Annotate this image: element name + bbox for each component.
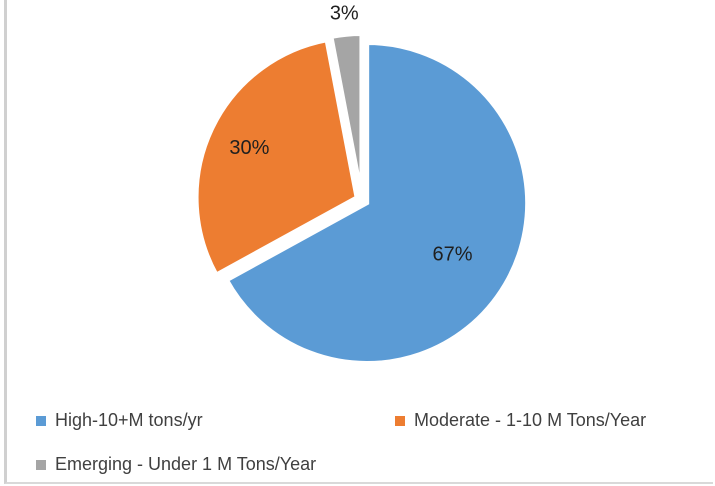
chart-frame bbox=[4, 0, 713, 484]
pie-slice-high bbox=[224, 41, 530, 366]
pie-slice-emerging bbox=[329, 32, 364, 195]
data-label-high: 67% bbox=[433, 244, 473, 266]
data-label-moderate: 30% bbox=[229, 137, 269, 159]
pie-slice-moderate bbox=[194, 37, 359, 278]
data-label-emerging: 3% bbox=[330, 2, 359, 24]
